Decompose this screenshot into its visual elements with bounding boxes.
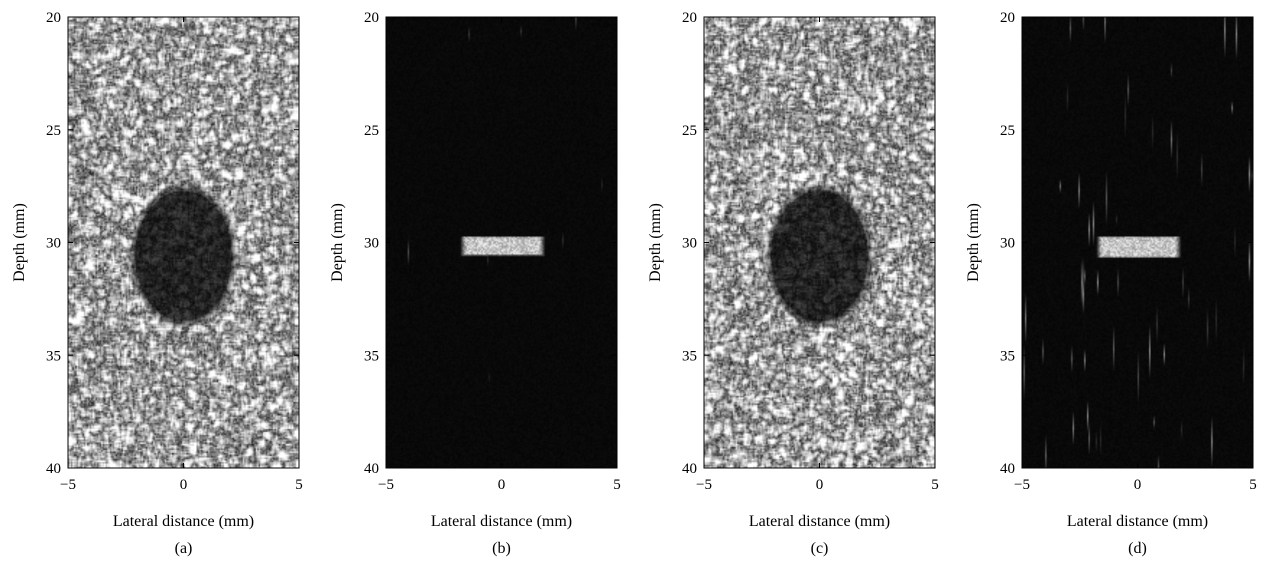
x-tick-label: 5: [931, 477, 939, 493]
y-tick-label: 20: [1000, 10, 1015, 26]
y-tick-label: 25: [1000, 123, 1015, 139]
y-tick-label: 20: [682, 10, 697, 26]
panel-label: (c): [811, 540, 829, 557]
y-tick-label: 40: [682, 461, 697, 477]
y-tick-label: 40: [364, 461, 379, 477]
y-tick-label: 40: [1000, 461, 1015, 477]
x-axis-label: Lateral distance (mm): [1067, 513, 1208, 530]
x-tick-label: −5: [60, 477, 76, 493]
y-tick-label: 30: [364, 236, 379, 252]
panel-d: −5 0 5 20 25 30 35 40 Lateral distance (mm) Depth…: [954, 0, 1271, 573]
y-tick-label: 35: [1000, 348, 1015, 364]
x-tick-label: 0: [498, 477, 506, 493]
panel-label: (d): [1128, 540, 1147, 557]
panel-c: −5 0 5 20 25 30 35 40 Lateral distance (mm) Depth…: [636, 0, 954, 573]
panel-label: (a): [175, 540, 193, 557]
panel-label: (b): [492, 540, 511, 557]
ultrasound-image: [68, 17, 299, 468]
x-tick-label: 5: [1249, 477, 1257, 493]
panel-plot: −5 0 5 20 25 30 35 40 Lateral distance (mm) Depth…: [647, 10, 939, 557]
y-tick-label: 25: [364, 123, 379, 139]
x-tick-label: 5: [295, 477, 303, 493]
panel-plot: −5 0 5 20 25 30 35 40 Lateral distance (mm) Depth…: [11, 10, 303, 557]
y-tick-label: 35: [682, 348, 697, 364]
panel-a: −5 0 5 20 25 30 35 40 Lateral distance (mm) Depth…: [0, 0, 318, 573]
y-tick-label: 20: [46, 10, 61, 26]
x-tick-label: −5: [1014, 477, 1030, 493]
x-axis-label: Lateral distance (mm): [113, 513, 254, 530]
x-tick-label: 5: [613, 477, 621, 493]
x-axis-label: Lateral distance (mm): [431, 513, 572, 530]
y-tick-label: 30: [1000, 236, 1015, 252]
panel-plot: −5 0 5 20 25 30 35 40 Lateral distance (mm) Depth…: [329, 10, 621, 557]
y-tick-label: 35: [364, 348, 379, 364]
y-tick-label: 35: [46, 348, 61, 364]
x-tick-label: −5: [378, 477, 394, 493]
y-axis-label: Depth (mm): [329, 203, 346, 282]
ultrasound-image: [704, 17, 935, 468]
y-tick-label: 25: [46, 123, 61, 139]
y-tick-label: 30: [46, 236, 61, 252]
y-tick-label: 20: [364, 10, 379, 26]
x-tick-label: 0: [816, 477, 824, 493]
y-axis-label: Depth (mm): [647, 203, 664, 282]
x-axis-label: Lateral distance (mm): [749, 513, 890, 530]
x-tick-label: 0: [1134, 477, 1142, 493]
y-tick-label: 25: [682, 123, 697, 139]
y-tick-label: 30: [682, 236, 697, 252]
y-axis-label: Depth (mm): [11, 203, 28, 282]
y-tick-label: 40: [46, 461, 61, 477]
ultrasound-image: [1022, 17, 1253, 468]
x-tick-label: 0: [180, 477, 188, 493]
panel-plot: −5 0 5 20 25 30 35 40 Lateral distance (mm) Depth…: [965, 10, 1257, 557]
x-tick-label: −5: [696, 477, 712, 493]
panel-b: −5 0 5 20 25 30 35 40 Lateral distance (mm) Depth…: [318, 0, 636, 573]
ultrasound-image: [386, 17, 617, 468]
y-axis-label: Depth (mm): [965, 203, 982, 282]
